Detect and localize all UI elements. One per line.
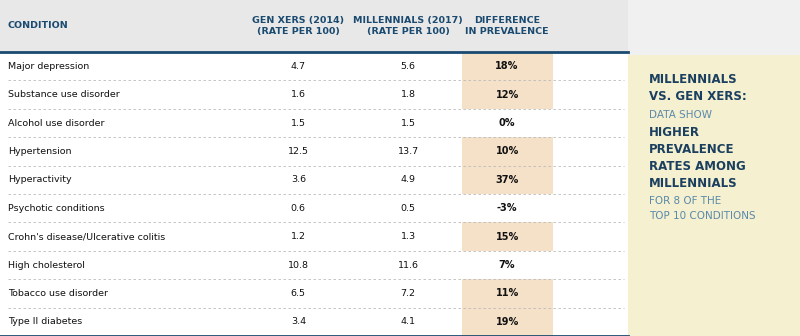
Bar — [462, 307, 553, 336]
Text: VS. GEN XERS:: VS. GEN XERS: — [649, 90, 746, 103]
Text: DATA SHOW: DATA SHOW — [649, 110, 712, 120]
Text: 12.5: 12.5 — [288, 147, 309, 156]
Bar — [0, 80, 628, 109]
Bar — [462, 222, 553, 251]
Text: Psychotic conditions: Psychotic conditions — [8, 204, 105, 213]
Bar — [0, 279, 628, 307]
Bar — [0, 251, 628, 279]
Text: 10%: 10% — [495, 146, 518, 156]
Text: 4.1: 4.1 — [401, 317, 416, 326]
Text: RATES AMONG: RATES AMONG — [649, 160, 746, 173]
Text: 1.3: 1.3 — [401, 232, 416, 241]
Text: Hypertension: Hypertension — [8, 147, 71, 156]
Text: 5.6: 5.6 — [401, 62, 416, 71]
Text: TOP 10 CONDITIONS: TOP 10 CONDITIONS — [649, 211, 755, 221]
Bar — [462, 80, 553, 109]
Text: High cholesterol: High cholesterol — [8, 260, 85, 269]
Bar — [628, 55, 800, 336]
Text: MILLENNIALS (2017)
(RATE PER 100): MILLENNIALS (2017) (RATE PER 100) — [354, 15, 463, 36]
Text: Crohn's disease/Ulcerative colitis: Crohn's disease/Ulcerative colitis — [8, 232, 166, 241]
Bar — [0, 0, 628, 336]
Text: FOR 8 OF THE: FOR 8 OF THE — [649, 196, 721, 206]
Text: 19%: 19% — [495, 317, 518, 327]
Text: 11.6: 11.6 — [398, 260, 418, 269]
Text: 7%: 7% — [499, 260, 515, 270]
Bar — [0, 137, 628, 166]
Bar — [462, 52, 553, 80]
Text: 6.5: 6.5 — [291, 289, 306, 298]
Bar — [0, 307, 628, 336]
Bar — [462, 166, 553, 194]
Text: 11%: 11% — [495, 288, 518, 298]
Text: 12%: 12% — [495, 90, 518, 99]
Text: 4.7: 4.7 — [291, 62, 306, 71]
Text: MILLENNIALS: MILLENNIALS — [649, 73, 738, 86]
Text: 7.2: 7.2 — [401, 289, 416, 298]
Text: 1.6: 1.6 — [291, 90, 306, 99]
Text: Substance use disorder: Substance use disorder — [8, 90, 120, 99]
Bar — [0, 52, 628, 80]
Bar — [0, 222, 628, 251]
Text: PREVALENCE: PREVALENCE — [649, 143, 734, 156]
Text: HIGHER: HIGHER — [649, 126, 700, 139]
Text: 37%: 37% — [495, 175, 518, 185]
Text: 1.8: 1.8 — [401, 90, 416, 99]
Text: -3%: -3% — [497, 203, 518, 213]
Bar — [0, 109, 628, 137]
Text: Hyperactivity: Hyperactivity — [8, 175, 72, 184]
Bar — [462, 279, 553, 307]
Text: Major depression: Major depression — [8, 62, 90, 71]
Text: MILLENNIALS: MILLENNIALS — [649, 177, 738, 190]
Text: DIFFERENCE
IN PREVALENCE: DIFFERENCE IN PREVALENCE — [466, 15, 549, 36]
Text: 1.2: 1.2 — [291, 232, 306, 241]
Text: 3.6: 3.6 — [290, 175, 306, 184]
Text: 15%: 15% — [495, 232, 518, 242]
Text: 0%: 0% — [499, 118, 515, 128]
Bar — [0, 0, 628, 52]
Bar — [462, 194, 553, 222]
Text: 1.5: 1.5 — [291, 119, 306, 127]
Text: 18%: 18% — [495, 61, 518, 71]
Text: CONDITION: CONDITION — [8, 22, 69, 31]
Bar — [462, 109, 553, 137]
Text: 4.9: 4.9 — [401, 175, 416, 184]
Text: 0.5: 0.5 — [401, 204, 416, 213]
Bar — [0, 166, 628, 194]
Text: GEN XERS (2014)
(RATE PER 100): GEN XERS (2014) (RATE PER 100) — [252, 15, 344, 36]
Text: 10.8: 10.8 — [288, 260, 309, 269]
Text: 1.5: 1.5 — [401, 119, 416, 127]
Bar — [462, 251, 553, 279]
Text: 0.6: 0.6 — [291, 204, 306, 213]
Text: 3.4: 3.4 — [290, 317, 306, 326]
Text: Alcohol use disorder: Alcohol use disorder — [8, 119, 105, 127]
Bar — [0, 194, 628, 222]
Text: Type II diabetes: Type II diabetes — [8, 317, 82, 326]
Text: 13.7: 13.7 — [398, 147, 418, 156]
Text: Tobacco use disorder: Tobacco use disorder — [8, 289, 108, 298]
Bar — [462, 137, 553, 166]
